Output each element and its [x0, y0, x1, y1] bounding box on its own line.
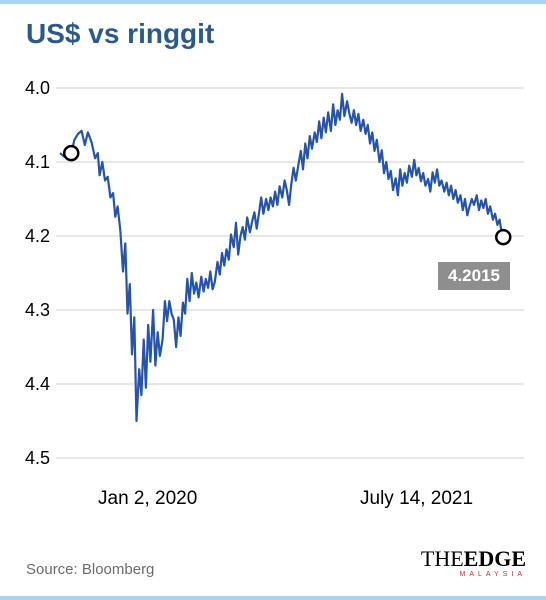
bottom-accent-bar [0, 596, 546, 600]
svg-text:4.2: 4.2 [25, 226, 50, 246]
x-label-start: Jan 2, 2020 [98, 488, 197, 510]
x-label-end: July 14, 2021 [360, 488, 473, 510]
footer: Source: Bloomberg THEEDGE MALAYSIA [0, 549, 546, 578]
logo-sub: MALAYSIA [421, 572, 526, 578]
logo-edge: EDGE [464, 546, 526, 571]
svg-text:4.0: 4.0 [25, 78, 50, 98]
title-block: US$ vs ringgit [0, 0, 546, 60]
series-line [60, 94, 503, 421]
svg-text:4.4: 4.4 [25, 374, 50, 394]
end-value-callout: 4.2015 [438, 262, 510, 290]
y-tick-labels: 4.0 4.1 4.2 4.3 4.4 4.5 [25, 78, 50, 468]
chart-title: US$ vs ringgit [26, 18, 546, 50]
start-marker-circle [64, 146, 78, 160]
x-axis-labels: Jan 2, 2020 July 14, 2021 [10, 488, 536, 514]
source-text: Source: Bloomberg [26, 561, 154, 578]
logo-the: THE [421, 546, 464, 571]
svg-text:4.5: 4.5 [25, 448, 50, 468]
svg-text:4.1: 4.1 [25, 152, 50, 172]
publisher-logo: THEEDGE MALAYSIA [421, 549, 526, 578]
svg-text:4.3: 4.3 [25, 300, 50, 320]
top-accent-bar [0, 0, 546, 4]
end-marker-circle [496, 230, 510, 244]
chart-area: 4.0 4.1 4.2 4.3 4.4 4.5 4.2015 [10, 68, 536, 478]
